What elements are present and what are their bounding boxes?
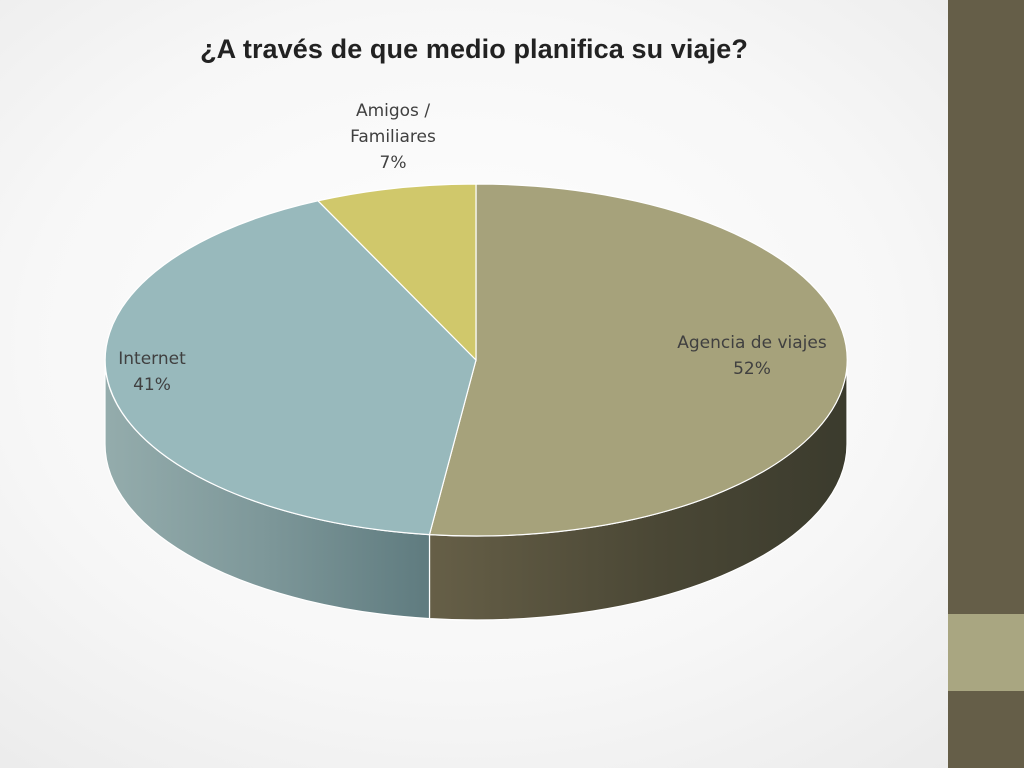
data-label-internet: Internet 41% [118, 349, 186, 395]
data-label-amigos-familiares: Amigos / Familiares 7% [350, 101, 436, 173]
pie-slice-internet [104, 200, 477, 536]
pie-chart: Agencia de viajes 52% Internet 41% Amigos / F… [104, 101, 848, 621]
slide: ¿A través de que medio planifica su viaj… [104, 34, 848, 621]
pie-slice-amigos-familiares [316, 183, 477, 362]
side-bar-accent [948, 614, 1024, 691]
chart-title: ¿A través de que medio planifica su viaj… [200, 34, 748, 64]
data-label-agencia-de-viajes: Agencia de viajes 52% [677, 333, 827, 379]
side-bar [948, 0, 1024, 768]
pie-slice-agencia-de-viajes [428, 183, 848, 537]
